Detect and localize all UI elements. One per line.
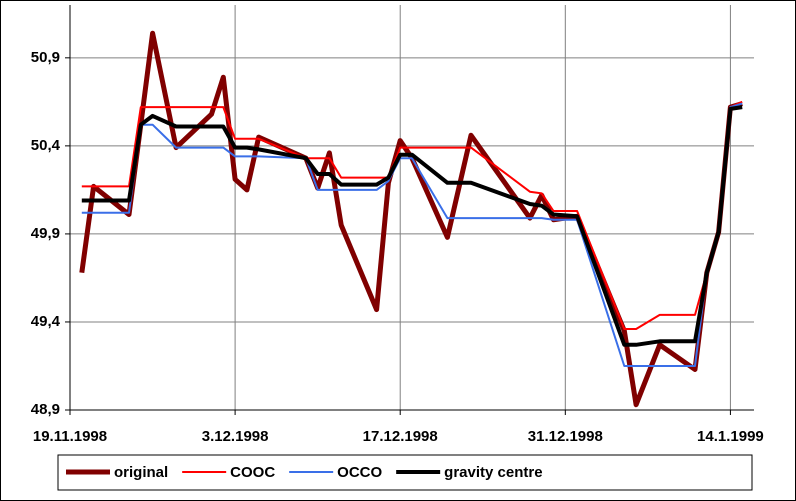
- series-line: [81, 102, 743, 367]
- x-tick-label: 17.12.1998: [363, 428, 438, 445]
- legend: [57, 454, 753, 491]
- x-tick-label: 3.12.1998: [202, 428, 269, 445]
- legend-label: original: [114, 464, 168, 481]
- y-tick-label: 50,4: [31, 137, 61, 154]
- x-tick-label: 19.11.1998: [33, 428, 107, 445]
- x-tick-label: 14.1.1999: [697, 428, 764, 445]
- series-line: [79, 30, 743, 408]
- plot-area: [70, 5, 754, 410]
- legend-label: OCCO: [337, 464, 382, 481]
- y-tick-label: 49,9: [31, 225, 60, 242]
- y-tick-label: 48,9: [31, 401, 60, 418]
- legend-label: COOC: [230, 464, 275, 481]
- y-tick-label: 50,9: [31, 49, 60, 66]
- legend-label: gravity centre: [444, 464, 542, 481]
- series-line: [81, 105, 743, 347]
- y-tick-label: 49,4: [31, 313, 61, 330]
- x-tick-label: 31.12.1998: [528, 428, 603, 445]
